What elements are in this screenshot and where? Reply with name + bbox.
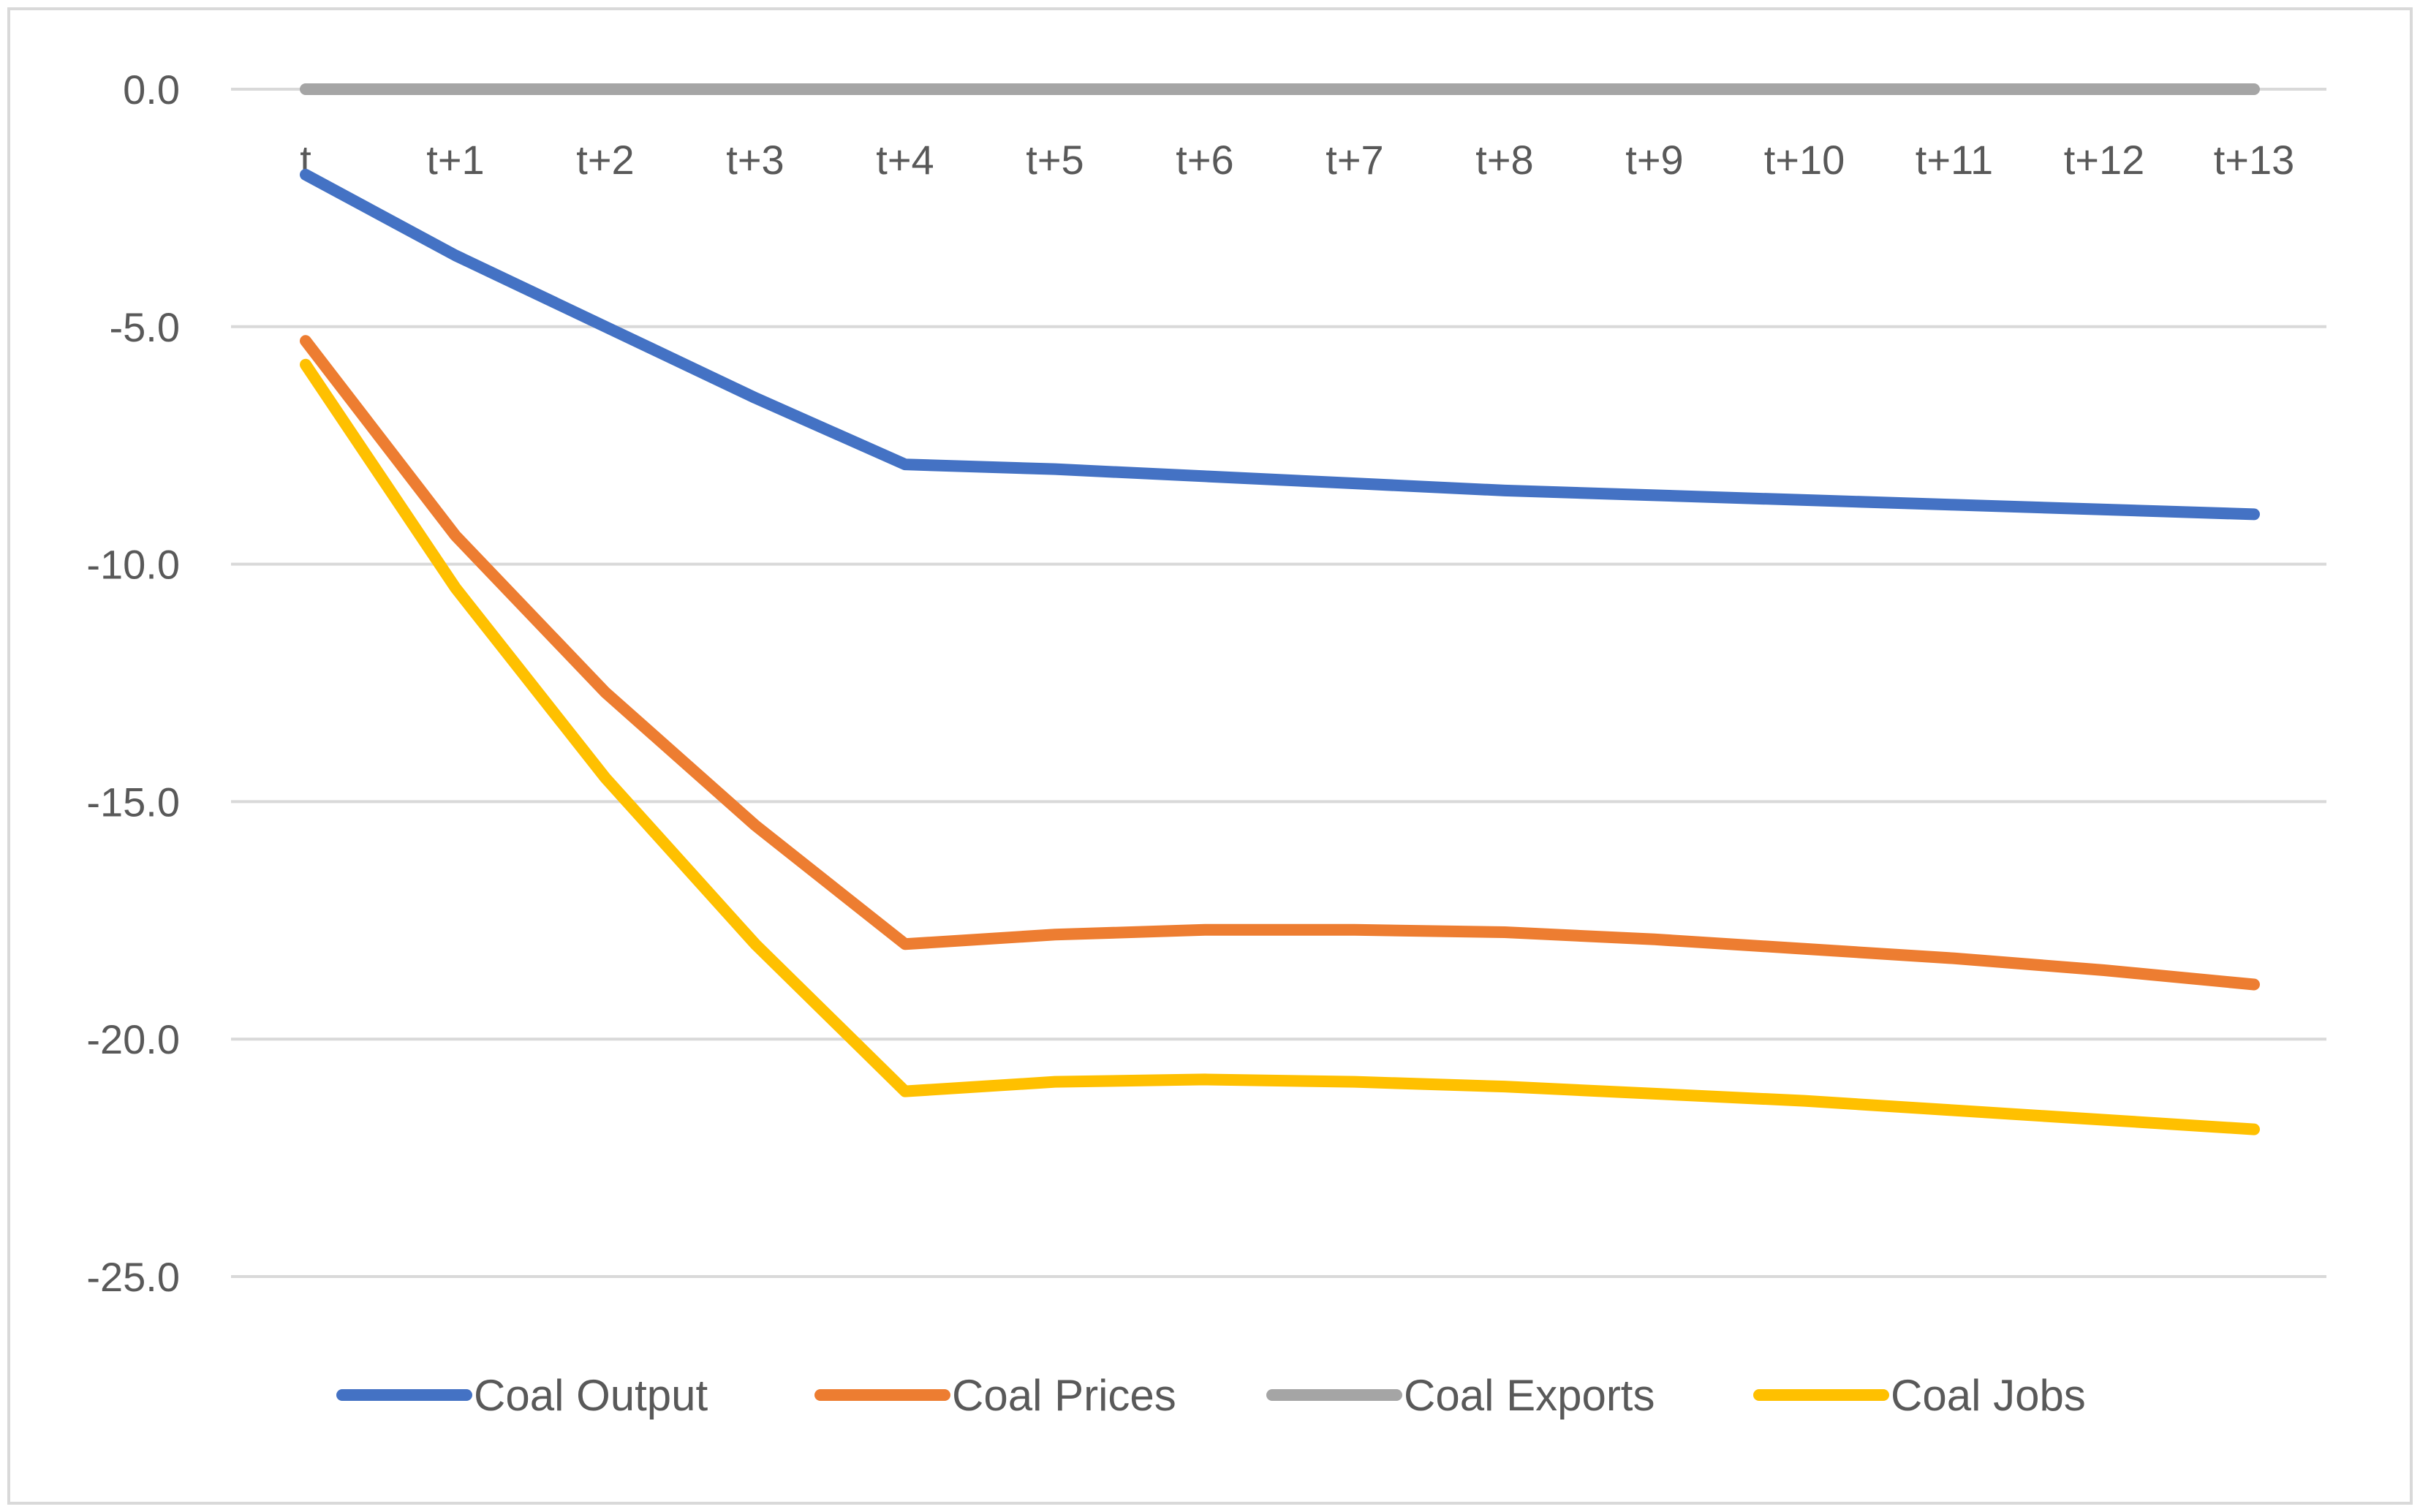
y-axis-ticks: 0.0 -5.0 -10.0 -15.0 -20.0 -25.0 — [86, 67, 180, 1300]
x-tick-label: t+5 — [1026, 137, 1084, 183]
y-tick-label: -5.0 — [110, 304, 181, 350]
y-tick-label: -25.0 — [86, 1254, 180, 1300]
series-lines — [300, 83, 2260, 1135]
x-tick-label: t+13 — [2214, 137, 2295, 183]
legend-label-coal-prices: Coal Prices — [952, 1371, 1176, 1420]
x-tick-label: t+9 — [1625, 137, 1683, 183]
x-tick-label: t+8 — [1475, 137, 1533, 183]
x-tick-label: t+4 — [876, 137, 934, 183]
x-tick-label: t+3 — [726, 137, 784, 183]
y-tick-label: 0.0 — [123, 67, 180, 113]
x-tick-label: t+7 — [1326, 137, 1383, 183]
series-line-coal-prices — [300, 335, 2260, 991]
series-line-coal-output — [300, 168, 2260, 521]
chart-frame — [7, 7, 2413, 1505]
legend-label-coal-exports: Coal Exports — [1404, 1371, 1655, 1420]
x-axis-ticks: t t+1 t+2 t+3 t+4 t+5 t+6 t+7 t+8 t+9 t+10 t+11 t+12… — [300, 137, 2294, 183]
legend-label-coal-output: Coal Output — [474, 1371, 708, 1420]
y-tick-label: -10.0 — [86, 542, 180, 588]
y-tick-label: -15.0 — [86, 779, 180, 825]
y-tick-label: -20.0 — [86, 1016, 180, 1062]
legend-label-coal-jobs: Coal Jobs — [1891, 1371, 2086, 1420]
x-tick-label: t+2 — [576, 137, 634, 183]
series-line-coal-jobs — [300, 358, 2260, 1135]
x-tick-label: t+10 — [1764, 137, 1845, 183]
legend: Coal Output Coal Prices Coal Exports Coal J… — [336, 1371, 2086, 1420]
x-tick-label: t+1 — [426, 137, 484, 183]
x-tick-label: t+12 — [2064, 137, 2145, 183]
x-tick-label: t+11 — [1916, 137, 1993, 183]
x-tick-label: t+6 — [1176, 137, 1233, 183]
